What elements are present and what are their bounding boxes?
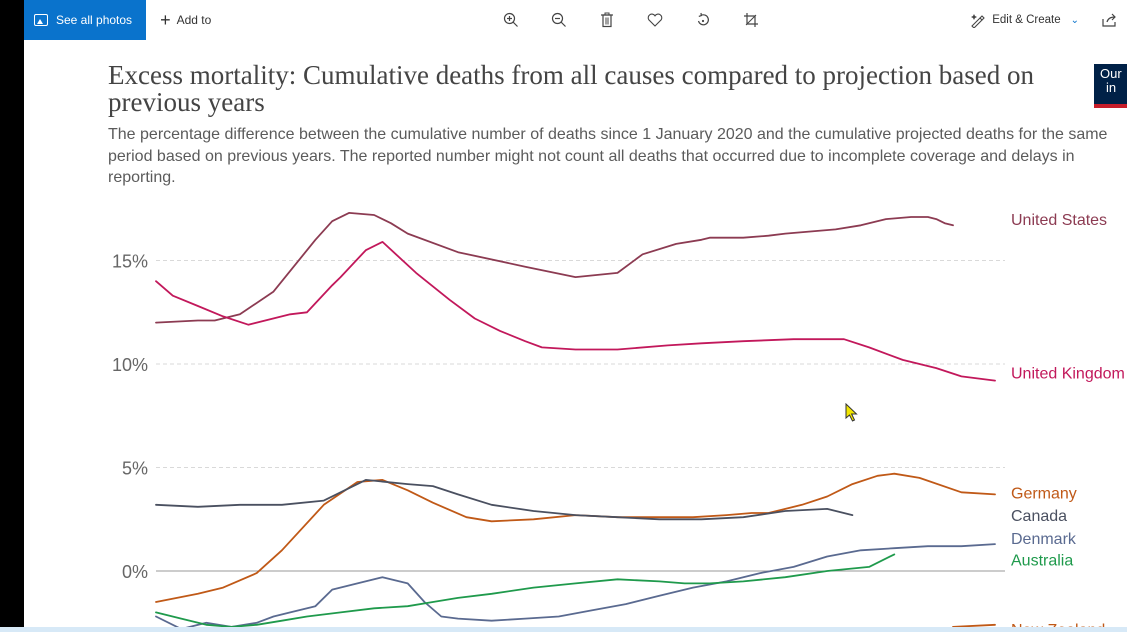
logo-bar: [1094, 104, 1127, 108]
y-tick-label: 0%: [122, 562, 148, 582]
bottom-strip: [0, 627, 1127, 632]
y-tick-label: 10%: [112, 355, 148, 375]
y-tick-label: 5%: [122, 459, 148, 479]
legend-label-new-zealand: New Zealand: [1011, 622, 1105, 627]
mouse-pointer-icon: [845, 403, 858, 422]
window-left-edge: [0, 0, 24, 632]
logo-line-2: in: [1106, 80, 1117, 95]
photos-icon: [34, 14, 48, 26]
legend-label-germany: Germany: [1011, 485, 1077, 502]
delete-icon[interactable]: [583, 0, 631, 40]
chart-title: Excess mortality: Cumulative deaths from…: [108, 60, 1034, 117]
logo-line-1: Our: [1100, 66, 1122, 81]
series-line-denmark[interactable]: [155, 543, 996, 627]
series-line-united-kingdom[interactable]: [155, 240, 996, 382]
edit-create-icon: [971, 14, 985, 28]
legend-label-australia: Australia: [1011, 553, 1073, 570]
photo-viewer-toolbar: See all photos + Add to: [24, 0, 1127, 40]
edit-create-button[interactable]: Edit & Create ⌄: [970, 0, 1079, 40]
series-line-new-zealand[interactable]: [952, 623, 996, 627]
legend-label-united-states: United States: [1011, 212, 1107, 229]
series-line-australia[interactable]: [155, 553, 896, 627]
zoom-out-icon[interactable]: [535, 0, 583, 40]
legend-label-united-kingdom: United Kingdom: [1011, 365, 1125, 382]
zoom-in-icon[interactable]: [487, 0, 535, 40]
legend-label-canada: Canada: [1011, 508, 1067, 525]
series-line-canada[interactable]: [155, 478, 854, 521]
share-icon: [1102, 13, 1116, 27]
chevron-down-icon: ⌄: [1070, 14, 1079, 26]
y-tick-label: 15%: [112, 252, 148, 272]
edit-create-label: Edit & Create: [992, 14, 1061, 26]
see-all-photos-label: See all photos: [56, 13, 133, 27]
see-all-photos-button[interactable]: See all photos: [24, 0, 147, 40]
chart-subtitle: The percentage difference between the cu…: [108, 126, 1108, 186]
our-world-in-data-logo: Our in: [1094, 64, 1127, 108]
tool-icons-group: [487, 0, 775, 40]
share-button[interactable]: [1101, 0, 1117, 40]
legend-label-denmark: Denmark: [1011, 531, 1077, 548]
add-to-label: Add to: [176, 13, 212, 27]
plus-icon: +: [160, 10, 171, 30]
rotate-icon[interactable]: [679, 0, 727, 40]
series-line-united-states[interactable]: [155, 211, 954, 324]
favorite-heart-icon[interactable]: [631, 0, 679, 40]
crop-icon[interactable]: [727, 0, 775, 40]
add-to-button[interactable]: + Add to: [160, 11, 211, 29]
